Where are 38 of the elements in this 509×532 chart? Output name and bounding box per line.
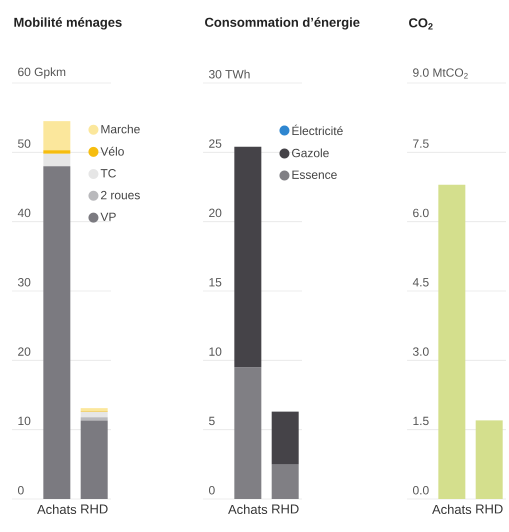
y-tick-label: 10 [209,347,222,356]
y-tick-label: 50 [18,139,30,148]
y-tick-label: 30 [18,278,30,286]
x-tick-label: RHD [272,504,299,514]
x-tick-label: RHD [81,504,108,514]
x-tick-label: RHD [476,504,503,514]
y-tick-label: 10 [18,416,30,426]
chart-title: Mobilité ménages [14,17,122,30]
x-tick-label: Achats [228,504,268,514]
legend-label: Essence [292,170,337,179]
y-tick-label: 3.0 [412,347,429,356]
y-tick-label: 0 [18,486,24,494]
x-tick-label: Achats [37,504,76,514]
legend-label: Marche [101,124,140,134]
y-tick-label: 15 [209,278,222,286]
y-tick-label: 7.5 [413,139,429,148]
legend-label: Vélo [100,146,124,156]
y-tick-label: 6.0 [413,208,429,218]
y-tick-label: 0.0 [412,486,429,494]
y-tick-label: 20 [18,347,30,356]
y-tick-label: 25 [209,139,222,148]
y-tick-label: 1.5 [413,416,429,426]
legend-label: Électricité [292,124,343,136]
y-tick-label: 0 [208,486,215,494]
y-tick-label: 20 [209,208,222,218]
legend-label: VP [100,212,116,221]
legend-label: Gazole [292,148,329,158]
legend-label: 2 roues [101,190,140,200]
chart-title: Consommation d’énergie [205,17,360,30]
y-tick-label: 5 [209,416,215,426]
y-tick-label: 9.0 MtCO$_{2}$ [413,68,468,78]
y-tick-label: 60 Gpkm [18,67,66,78]
x-tick-label: Achats [432,504,472,514]
y-tick-label: 40 [18,208,30,218]
y-tick-label: 30 TWh [208,70,250,78]
y-tick-label: 4.5 [412,278,429,286]
legend-label: TC [100,169,116,178]
chart-title: CO$_{2}$ [409,18,433,30]
